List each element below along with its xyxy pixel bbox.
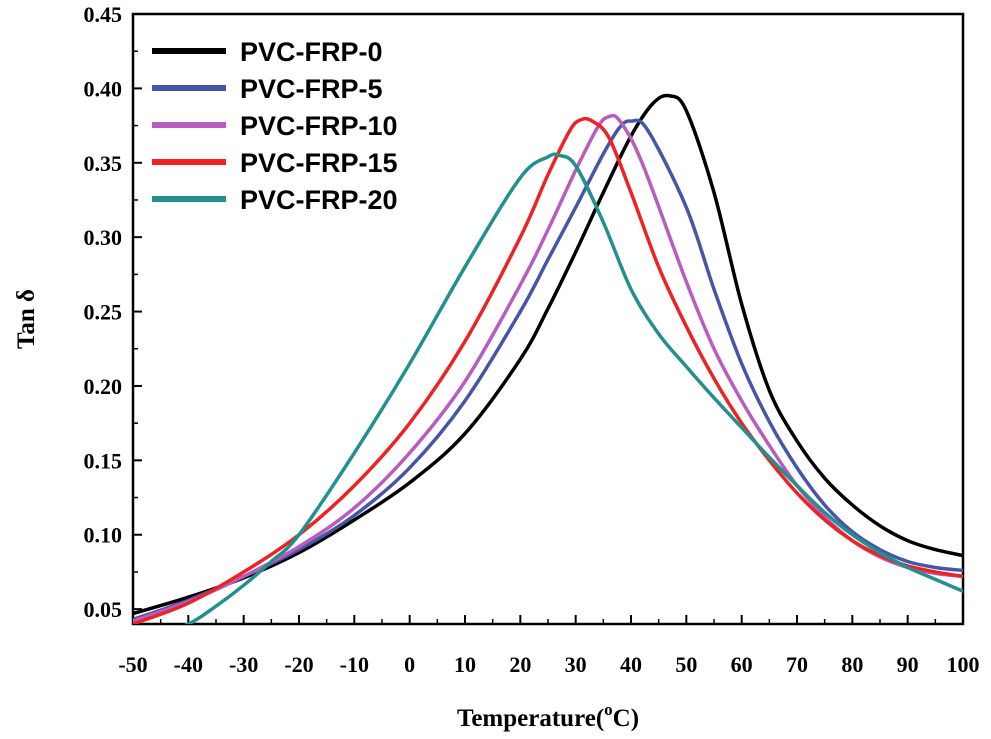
y-tick-label: 0.45 — [84, 2, 123, 27]
x-tick-label: 0 — [404, 652, 415, 677]
x-tick-label: -30 — [229, 652, 258, 677]
y-tick-label: 0.35 — [84, 151, 123, 176]
x-axis-title-superscript: o — [604, 700, 613, 719]
y-tick-label: 0.10 — [84, 523, 123, 548]
series-line-pvc-frp-5 — [133, 118, 963, 622]
x-tick-label: 100 — [947, 652, 980, 677]
y-tick-label: 0.20 — [84, 374, 123, 399]
x-tick-label: -50 — [118, 652, 147, 677]
legend-label-pvc-frp-20: PVC-FRP-20 — [240, 185, 398, 215]
x-tick-label: 20 — [509, 652, 531, 677]
x-axis-title-suffix: C) — [613, 705, 639, 732]
x-tick-label: 40 — [620, 652, 642, 677]
x-axis: -50 -40 -30 -20 -10 0 10 20 30 40 50 60 70 80 90 100 — [118, 615, 980, 677]
y-axis-title: Tan δ — [13, 289, 40, 349]
y-tick-label: 0.30 — [84, 225, 123, 250]
series-line-pvc-frp-15 — [133, 116, 963, 624]
legend-label-pvc-frp-0: PVC-FRP-0 — [240, 37, 383, 67]
y-tick-label: 0.25 — [84, 300, 123, 325]
series-layer — [133, 93, 963, 624]
series-line-pvc-frp-0 — [133, 93, 963, 616]
legend-label-pvc-frp-10: PVC-FRP-10 — [240, 111, 398, 141]
x-tick-label: 90 — [897, 652, 919, 677]
y-tick-label: 0.40 — [84, 76, 123, 101]
legend-label-pvc-frp-15: PVC-FRP-15 — [240, 148, 398, 178]
legend: PVC-FRP-0 PVC-FRP-5 PVC-FRP-10 PVC-FRP-15 PV… — [152, 37, 398, 215]
x-tick-label: -10 — [340, 652, 369, 677]
x-axis-title: Temperature(oC) — [457, 700, 639, 732]
x-tick-label: 50 — [675, 652, 697, 677]
x-tick-label: 60 — [731, 652, 753, 677]
x-tick-label: 70 — [786, 652, 808, 677]
y-tick-label: 0.05 — [84, 597, 123, 622]
series-line-pvc-frp-20 — [183, 152, 963, 624]
x-tick-label: 10 — [454, 652, 476, 677]
x-tick-label: -20 — [284, 652, 313, 677]
y-axis: 0.05 0.10 0.15 0.20 0.25 0.30 0.35 0.40 0.45 — [84, 2, 142, 622]
x-tick-label: 30 — [565, 652, 587, 677]
x-tick-label: -40 — [174, 652, 203, 677]
legend-label-pvc-frp-5: PVC-FRP-5 — [240, 74, 383, 104]
x-tick-label: 80 — [841, 652, 863, 677]
y-tick-label: 0.15 — [84, 448, 123, 473]
